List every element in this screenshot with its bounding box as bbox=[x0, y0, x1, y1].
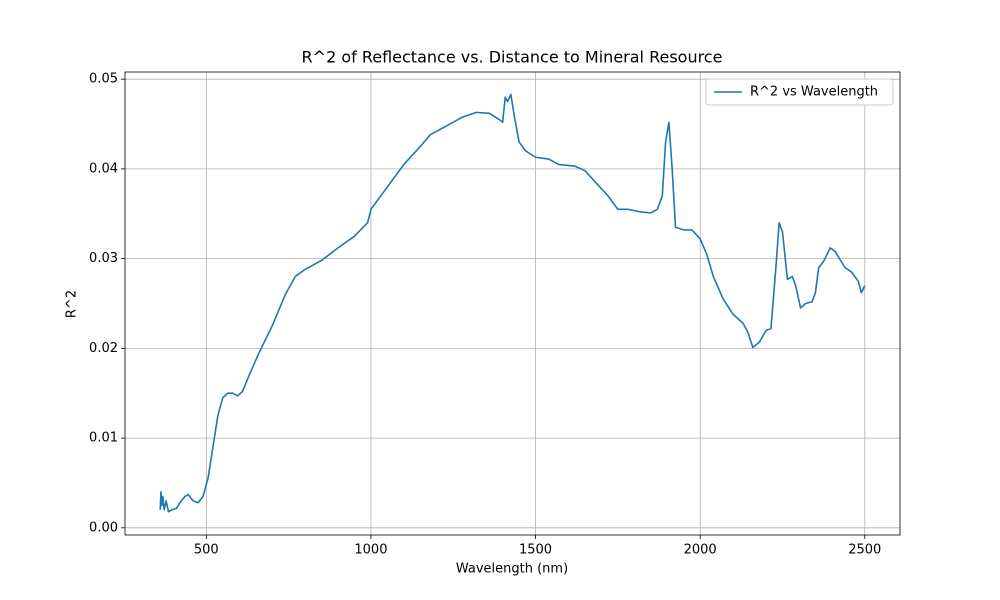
y-tick-label: 0.00 bbox=[89, 520, 118, 535]
y-tick-label: 0.02 bbox=[89, 341, 118, 356]
y-tick-label: 0.05 bbox=[89, 72, 118, 87]
x-axis-label: Wavelength (nm) bbox=[456, 562, 568, 577]
y-tick-label: 0.04 bbox=[89, 161, 118, 176]
legend-label: R^2 vs Wavelength bbox=[750, 85, 878, 100]
y-tick-label: 0.03 bbox=[89, 251, 118, 266]
legend-box bbox=[705, 78, 894, 106]
x-tick-label: 1000 bbox=[354, 543, 387, 558]
x-tick-label: 2500 bbox=[848, 543, 881, 558]
x-tick-label: 2000 bbox=[684, 543, 717, 558]
data-line bbox=[159, 93, 866, 513]
y-axis-label: R^2 bbox=[65, 290, 80, 318]
y-tick-label: 0.01 bbox=[89, 431, 118, 446]
x-tick-label: 1500 bbox=[519, 543, 552, 558]
x-tick-label: 500 bbox=[194, 543, 219, 558]
chart-title: R^2 of Reflectance vs. Distance to Miner… bbox=[302, 48, 723, 67]
plot-frame bbox=[124, 71, 901, 536]
